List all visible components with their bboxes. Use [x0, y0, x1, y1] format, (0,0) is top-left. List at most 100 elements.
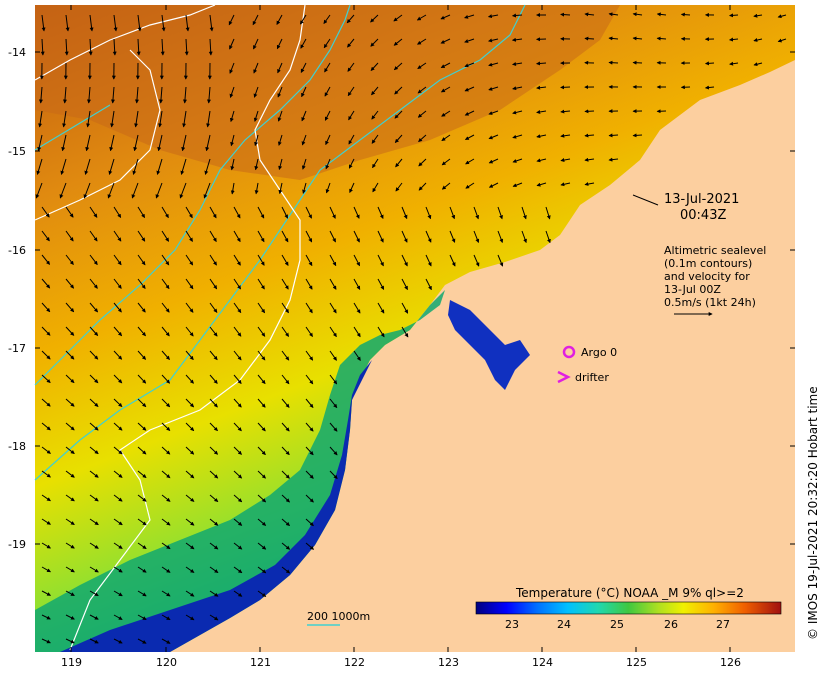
velocity-arrow: [185, 326, 194, 337]
velocity-arrow: [281, 350, 290, 361]
velocity-arrow: [277, 110, 283, 122]
velocity-arrow: [401, 278, 408, 291]
velocity-arrow: [61, 134, 67, 152]
velocity-arrow: [41, 494, 51, 502]
velocity-arrow: [301, 158, 307, 170]
velocity-arrow: [305, 518, 314, 527]
velocity-arrow: [281, 278, 289, 290]
colorbar-tick: 27: [716, 618, 730, 631]
velocity-arrow: [113, 14, 118, 32]
velocity-arrow: [464, 110, 475, 116]
velocity-arrow: [233, 518, 243, 526]
velocity-arrow: [41, 614, 51, 620]
lon-label: 120: [156, 656, 177, 669]
velocity-arrow: [89, 518, 99, 526]
velocity-arrow: [512, 182, 523, 188]
velocity-arrow: [632, 133, 643, 138]
velocity-arrow: [254, 158, 259, 171]
velocity-arrow: [233, 326, 242, 337]
velocity-arrow: [511, 37, 523, 42]
velocity-arrow: [113, 614, 123, 620]
velocity-arrow: [281, 422, 290, 432]
velocity-arrow: [512, 134, 523, 139]
velocity-arrow: [161, 614, 171, 621]
velocity-arrow: [185, 254, 194, 266]
velocity-arrow: [281, 446, 290, 456]
velocity-arrow: [305, 350, 314, 361]
velocity-arrow: [113, 230, 122, 242]
altimetry-note-line: and velocity for: [664, 270, 750, 283]
velocity-arrow: [281, 326, 290, 337]
velocity-arrow: [305, 326, 313, 338]
velocity-arrow: [133, 134, 139, 152]
velocity-arrow: [209, 518, 219, 526]
velocity-arrow: [41, 230, 50, 242]
velocity-arrow: [89, 398, 99, 407]
velocity-arrow: [185, 278, 194, 290]
velocity-arrow: [41, 254, 51, 265]
velocity-arrow: [110, 110, 115, 128]
velocity-arrow: [137, 446, 147, 455]
velocity-arrow: [209, 230, 217, 243]
velocity-arrow: [160, 38, 165, 56]
velocity-arrow: [349, 182, 355, 194]
velocity-arrow: [86, 86, 91, 104]
velocity-arrow: [608, 157, 619, 162]
velocity-arrow: [137, 350, 147, 360]
velocity-arrow: [161, 590, 171, 597]
velocity-arrow: [161, 518, 171, 526]
velocity-arrow: [233, 542, 243, 550]
velocity-arrow: [257, 398, 266, 408]
velocity-arrow: [137, 614, 147, 621]
velocity-arrow: [209, 566, 219, 574]
velocity-arrow: [536, 85, 547, 90]
velocity-arrow: [584, 109, 595, 114]
velocity-arrow: [346, 14, 355, 24]
velocity-arrow: [40, 38, 45, 56]
velocity-arrow: [753, 13, 763, 18]
velocity-arrow: [425, 230, 432, 243]
altimetry-note-line: Altimetric sealevel: [664, 244, 767, 257]
velocity-arrow: [41, 422, 51, 431]
velocity-arrow: [632, 12, 643, 17]
velocity-arrow: [324, 86, 331, 97]
velocity-arrow: [656, 12, 667, 17]
velocity-arrow: [440, 38, 451, 44]
velocity-arrows: [35, 12, 787, 644]
lat-label: -18: [8, 440, 26, 453]
velocity-arrow: [393, 38, 403, 46]
velocity-arrow: [512, 86, 523, 91]
velocity-arrow: [353, 230, 360, 243]
velocity-arrow: [185, 302, 194, 313]
velocity-arrow: [329, 374, 338, 385]
velocity-arrow: [185, 422, 195, 432]
velocity-arrow: [161, 494, 171, 502]
velocity-arrow: [560, 182, 571, 187]
velocity-arrow: [560, 133, 571, 138]
velocity-arrow: [584, 157, 595, 162]
velocity-arrow: [753, 62, 763, 67]
velocity-arrow: [300, 62, 307, 73]
velocity-arrow: [41, 398, 51, 407]
velocity-arrow: [209, 542, 219, 550]
velocity-arrow: [209, 278, 218, 290]
velocity-arrow: [394, 134, 403, 143]
velocity-arrow: [329, 326, 337, 338]
velocity-arrow: [277, 62, 283, 74]
velocity-arrow: [329, 302, 337, 314]
velocity-arrow: [441, 134, 451, 142]
velocity-arrow: [161, 542, 171, 550]
velocity-arrow: [395, 158, 403, 168]
velocity-arrow: [753, 38, 763, 42]
lat-label: -15: [8, 145, 26, 158]
velocity-arrow: [560, 109, 571, 114]
velocity-arrow: [512, 110, 523, 115]
velocity-arrow: [521, 230, 527, 244]
velocity-arrow: [536, 109, 547, 114]
velocity-arrow: [777, 38, 787, 43]
velocity-arrow: [253, 86, 259, 98]
velocity-arrow: [401, 254, 408, 267]
velocity-arrow: [393, 14, 403, 22]
velocity-arrow: [329, 254, 337, 267]
velocity-arrow: [65, 302, 75, 313]
